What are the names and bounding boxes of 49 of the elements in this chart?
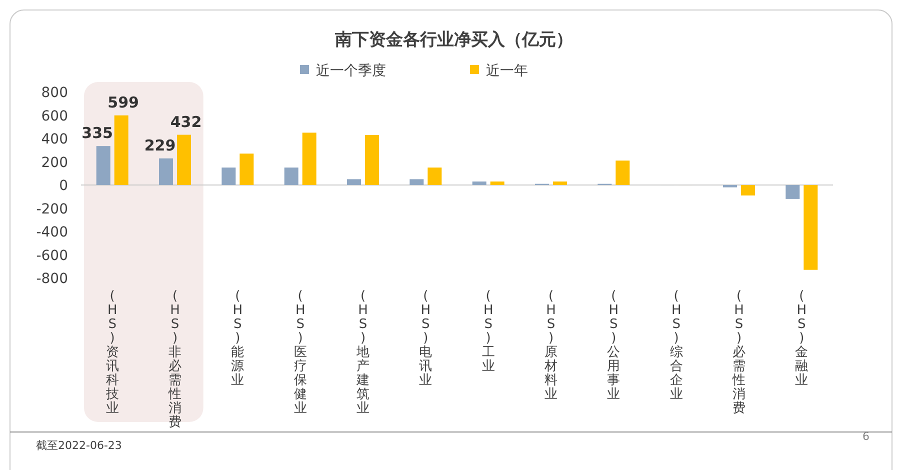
bar xyxy=(284,168,298,185)
y-tick-label: 200 xyxy=(41,154,68,171)
data-label: 432 xyxy=(170,112,202,131)
x-tick-label: (HS)公用事业 xyxy=(607,289,620,402)
category-label: (HS)医疗保健业 xyxy=(294,289,307,416)
category-label: (HS)必需性消费 xyxy=(732,289,746,416)
y-tick-label: -600 xyxy=(36,248,68,264)
x-tick-label: (HS)原材料业 xyxy=(544,289,558,402)
category-label: (HS)资讯科技业 xyxy=(106,289,119,416)
bar xyxy=(365,135,379,185)
bar xyxy=(240,154,254,185)
y-tick-label: -800 xyxy=(36,271,68,287)
x-tick-label: (HS)电讯业 xyxy=(419,289,432,388)
text: 6 xyxy=(862,430,870,443)
chart-title: 南下资金各行业净买入（亿元） xyxy=(334,30,573,50)
y-tick-label: 800 xyxy=(41,85,68,101)
y-tick-label: -200 xyxy=(36,201,68,218)
bar xyxy=(96,146,110,185)
bar xyxy=(472,182,486,185)
bar xyxy=(741,185,755,196)
text: 截至2022-06-23 xyxy=(36,439,122,452)
bar xyxy=(347,179,361,185)
legend-label: 近一个季度 xyxy=(316,63,386,79)
y-tick-label: 0 xyxy=(59,178,68,194)
bar xyxy=(177,134,191,185)
y-tick-label: 400 xyxy=(41,132,68,148)
bar xyxy=(786,185,800,199)
bar xyxy=(616,160,630,185)
data-label: 599 xyxy=(108,93,139,112)
bar xyxy=(222,168,236,185)
data-label: 229 xyxy=(144,136,176,154)
bar xyxy=(302,132,316,185)
bar xyxy=(114,115,128,185)
category-label: (HS)地产建筑业 xyxy=(356,289,370,416)
bar xyxy=(159,158,173,185)
bar xyxy=(490,182,504,185)
data-label: 335 xyxy=(82,124,113,142)
category-label: (HS)非必需性消费 xyxy=(168,289,182,430)
bar xyxy=(553,182,567,185)
y-tick-label: 600 xyxy=(41,108,68,124)
x-tick-label: (HS)综合企业 xyxy=(670,289,683,402)
x-tick-label: (HS)能源业 xyxy=(231,289,244,388)
bar xyxy=(428,168,442,185)
bar xyxy=(410,179,424,185)
x-tick-label: (HS)金融业 xyxy=(795,289,808,388)
legend-label: 近一年 xyxy=(486,63,528,79)
x-tick-label: (HS)工业 xyxy=(482,289,495,374)
y-tick-label: -400 xyxy=(36,224,68,240)
bar xyxy=(804,185,818,270)
